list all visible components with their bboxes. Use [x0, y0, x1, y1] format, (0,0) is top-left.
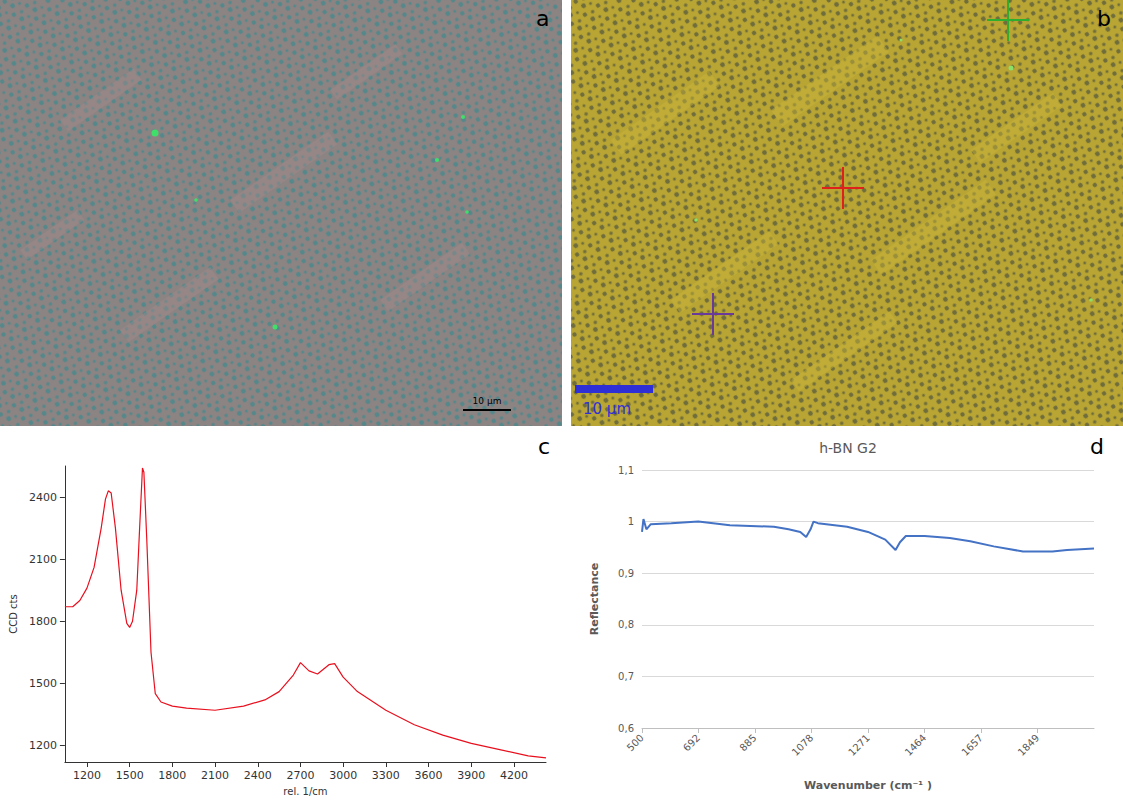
- svg-text:0,6: 0,6: [618, 723, 634, 734]
- svg-text:10 µm: 10 µm: [473, 396, 502, 406]
- svg-text:CCD cts: CCD cts: [8, 594, 19, 633]
- svg-text:1200: 1200: [29, 739, 57, 752]
- svg-text:1078: 1078: [790, 732, 816, 758]
- svg-text:1271: 1271: [846, 732, 872, 758]
- svg-text:1500: 1500: [29, 677, 57, 690]
- svg-text:692: 692: [681, 732, 702, 753]
- svg-text:2100: 2100: [201, 769, 229, 782]
- svg-text:3900: 3900: [457, 769, 485, 782]
- svg-text:1500: 1500: [116, 769, 144, 782]
- svg-text:2700: 2700: [286, 769, 314, 782]
- svg-text:2400: 2400: [29, 491, 57, 504]
- svg-text:1: 1: [628, 516, 634, 527]
- svg-text:1464: 1464: [903, 732, 929, 758]
- svg-text:500: 500: [625, 732, 646, 753]
- svg-text:0,7: 0,7: [618, 671, 634, 682]
- svg-text:1657: 1657: [959, 732, 985, 758]
- svg-text:1849: 1849: [1016, 732, 1042, 758]
- svg-text:0,8: 0,8: [618, 619, 634, 630]
- html-text:c: c: [538, 434, 551, 459]
- svg-text:4200: 4200: [500, 769, 528, 782]
- svg-text:3600: 3600: [415, 769, 443, 782]
- svg-text:1200: 1200: [73, 769, 101, 782]
- html-text:a: a: [536, 6, 550, 31]
- html-text:d: d: [1090, 434, 1104, 459]
- svg-text:0,9: 0,9: [618, 568, 634, 579]
- svg-text:2100: 2100: [29, 553, 57, 566]
- svg-text:3300: 3300: [372, 769, 400, 782]
- svg-text:1800: 1800: [158, 769, 186, 782]
- html-text:b: b: [1097, 6, 1111, 31]
- svg-text:3000: 3000: [329, 769, 357, 782]
- svg-text:h-BN G2: h-BN G2: [819, 440, 877, 456]
- svg-text:10 µm: 10 µm: [583, 400, 631, 418]
- svg-text:Reflectance: Reflectance: [588, 563, 601, 636]
- svg-text:885: 885: [737, 732, 758, 753]
- svg-text:rel. 1/cm: rel. 1/cm: [283, 786, 327, 797]
- svg-text:1,1: 1,1: [618, 465, 634, 476]
- svg-text:1800: 1800: [29, 615, 57, 628]
- svg-text:Wavenumber (cm⁻¹ ): Wavenumber (cm⁻¹ ): [804, 779, 932, 792]
- svg-text:2400: 2400: [244, 769, 272, 782]
